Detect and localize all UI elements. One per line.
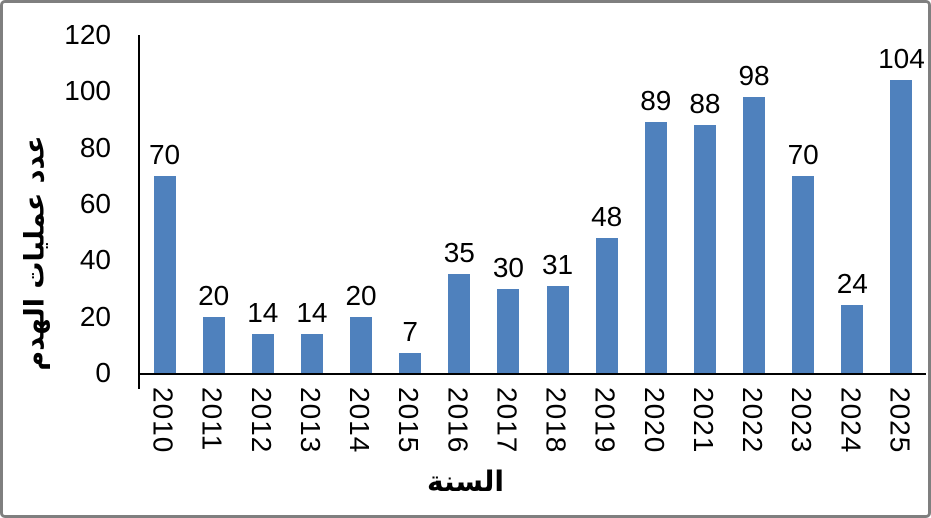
- bar-value-label: 30: [492, 251, 525, 283]
- x-tick-label: 2016: [442, 387, 474, 454]
- bar: [644, 122, 667, 373]
- bar-slot: 24: [828, 35, 877, 373]
- x-tick-label: 2018: [540, 387, 572, 454]
- x-tick-label: 2017: [491, 387, 523, 454]
- bar-slot: 70: [779, 35, 828, 373]
- x-tick-label: 2014: [344, 387, 376, 454]
- x-tick-cell: 2015: [384, 381, 433, 453]
- x-tick-label: 2024: [835, 387, 867, 454]
- bar-slot: 14: [238, 35, 287, 373]
- bar-slot: 98: [730, 35, 779, 373]
- y-tick-label: 80: [79, 131, 111, 163]
- bar: [202, 316, 225, 373]
- x-tick-cell: 2012: [236, 381, 285, 453]
- x-tick-cell: 2023: [777, 381, 826, 453]
- y-tick-label: 40: [79, 244, 111, 276]
- x-tick-label: 2015: [393, 387, 425, 454]
- bar-value-label: 14: [247, 296, 279, 328]
- bar: [546, 285, 569, 373]
- plot-area: 70 20 14 14 20 7 35 30 31 48 89 88 98 70 24 104: [138, 35, 926, 389]
- bar-slot: 104: [877, 35, 926, 373]
- bar-slot: 30: [484, 35, 533, 373]
- x-tick-label: 2020: [638, 387, 670, 454]
- y-axis-tick-labels: 0 20 40 60 80 100 120: [3, 3, 111, 515]
- x-tick-cell: 2025: [875, 381, 924, 453]
- x-axis-tick-labels: 2010 2011 2012 2013 2014 2015 2016 2017 2018 2019…: [138, 381, 924, 453]
- bar-value-label: 104: [878, 43, 925, 75]
- x-tick-label: 2019: [589, 387, 621, 454]
- bar-value-label: 48: [591, 200, 623, 232]
- bar: [399, 353, 422, 373]
- x-tick-cell: 2019: [580, 381, 629, 453]
- bar-value-label: 31: [541, 248, 574, 280]
- bar-slot: 20: [337, 35, 386, 373]
- x-axis-title: السنة: [426, 465, 504, 498]
- x-tick-label: 2013: [294, 387, 326, 454]
- y-tick-label: 0: [95, 357, 111, 388]
- x-tick-cell: 2017: [482, 381, 531, 453]
- x-tick-cell: 2021: [678, 381, 727, 453]
- bar-value-label: 89: [640, 85, 672, 117]
- bar: [595, 237, 618, 373]
- bar-value-label: 7: [402, 316, 418, 348]
- bar: [890, 80, 913, 373]
- bar-slot: 7: [386, 35, 435, 373]
- bar-value-label: 35: [443, 237, 475, 269]
- x-tick-label: 2021: [687, 387, 719, 454]
- x-tick-cell: 2020: [629, 381, 678, 453]
- x-tick-cell: 2024: [826, 381, 875, 453]
- bar-value-label: 88: [689, 88, 721, 120]
- bar: [350, 316, 373, 373]
- bar: [251, 333, 274, 373]
- x-tick-cell: 2016: [433, 381, 482, 453]
- x-tick-cell: 2013: [285, 381, 334, 453]
- bar-slot: 20: [189, 35, 238, 373]
- bar-slot: 14: [287, 35, 336, 373]
- bar: [300, 333, 323, 373]
- bar-slot: 48: [582, 35, 631, 373]
- y-tick-label: 20: [79, 300, 111, 332]
- bar: [497, 288, 520, 373]
- bar-slot: 31: [533, 35, 582, 373]
- x-tick-cell: 2010: [138, 381, 187, 453]
- x-tick-label: 2010: [147, 387, 179, 454]
- bar-slot: 88: [680, 35, 729, 373]
- x-tick-label: 2025: [884, 387, 916, 454]
- x-axis-origin-tick: [138, 375, 140, 389]
- x-tick-cell: 2022: [728, 381, 777, 453]
- y-tick-label: 100: [64, 75, 111, 107]
- bar: [841, 305, 864, 373]
- bars-container: 70 20 14 14 20 7 35 30 31 48 89 88 98 70 24 104: [140, 35, 926, 373]
- bar: [792, 175, 815, 373]
- x-tick-label: 2012: [245, 387, 277, 454]
- x-tick-cell: 2014: [335, 381, 384, 453]
- bar-value-label: 70: [148, 138, 181, 170]
- bar-value-label: 20: [345, 279, 377, 311]
- bar-value-label: 70: [787, 138, 819, 170]
- x-tick-label: 2023: [786, 387, 818, 454]
- bar-slot: 35: [435, 35, 484, 373]
- bar-value-label: 20: [198, 279, 230, 311]
- bar-value-label: 14: [296, 296, 328, 328]
- y-tick-label: 120: [64, 19, 111, 50]
- x-tick-label: 2022: [737, 387, 769, 454]
- bar: [743, 96, 766, 373]
- x-tick-label: 2011: [196, 387, 228, 452]
- bar: [448, 274, 471, 373]
- y-tick-label: 60: [79, 188, 111, 219]
- bar: [153, 175, 176, 373]
- bar-value-label: 98: [738, 59, 770, 91]
- bar-value-label: 24: [836, 268, 868, 300]
- x-tick-cell: 2011: [187, 381, 236, 453]
- bar: [693, 125, 716, 373]
- bar-slot: 70: [140, 35, 189, 373]
- x-tick-cell: 2018: [531, 381, 580, 453]
- bar-slot: 89: [631, 35, 680, 373]
